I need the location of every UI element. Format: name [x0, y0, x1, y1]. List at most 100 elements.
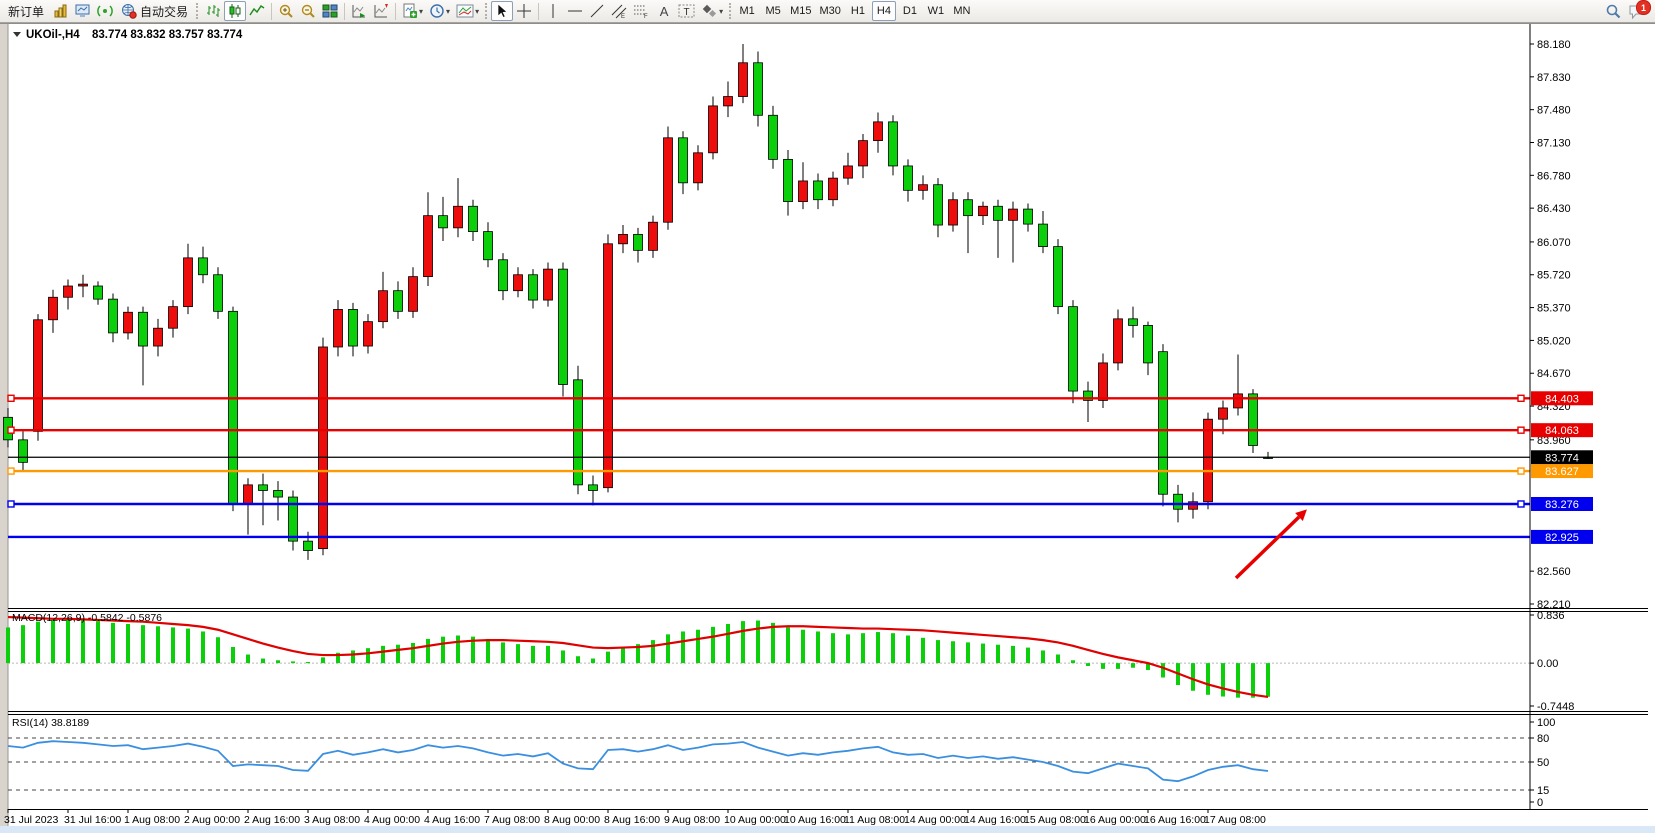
annotation-arrow[interactable] — [1234, 509, 1307, 580]
candle — [273, 481, 283, 521]
horizontal-line-button[interactable] — [564, 1, 586, 21]
timeframe-m15-button[interactable]: M15 — [787, 1, 814, 21]
line-handle[interactable] — [1517, 500, 1525, 508]
line-handle[interactable] — [1517, 426, 1525, 434]
chart-menu-icon[interactable] — [13, 32, 21, 37]
timeframe-w1-button[interactable]: W1 — [924, 1, 948, 21]
auto-scroll-button[interactable] — [348, 1, 370, 21]
new-chart-button[interactable] — [50, 1, 72, 21]
line-handle[interactable] — [7, 394, 15, 402]
candle — [288, 490, 298, 551]
auto-trading-button[interactable]: 自动交易 — [116, 1, 193, 21]
candle — [453, 178, 463, 238]
candle — [318, 337, 328, 556]
svg-text:17 Aug 08:00: 17 Aug 08:00 — [1204, 814, 1266, 826]
candle — [498, 253, 508, 301]
fibonacci-button[interactable]: F — [630, 1, 653, 21]
candle — [738, 44, 748, 104]
candle — [1053, 239, 1063, 315]
timeframe-m5-button[interactable]: M5 — [761, 1, 785, 21]
candlestick-chart-button[interactable] — [224, 1, 247, 21]
channel-button[interactable]: E — [608, 1, 630, 21]
candle — [93, 281, 103, 305]
line-handle[interactable] — [7, 467, 15, 475]
dropdown-arrow-icon: ▾ — [719, 6, 724, 16]
candle — [333, 300, 343, 357]
timeframe-m30-button[interactable]: M30 — [817, 1, 844, 21]
timeframe-m1-button[interactable]: M1 — [735, 1, 759, 21]
comments-button[interactable]: 1 — [1625, 0, 1651, 21]
timeframe-mn-button[interactable]: MN — [950, 1, 974, 21]
horizontal-line-84.403[interactable] — [7, 394, 1530, 402]
crosshair-button[interactable] — [513, 1, 535, 21]
label-button[interactable]: T — [675, 1, 698, 21]
timeframe-h1-button[interactable]: H1 — [846, 1, 870, 21]
candle — [618, 225, 628, 254]
toolbar-grip — [196, 3, 199, 19]
svg-text:-0.7448: -0.7448 — [1537, 701, 1574, 713]
candle — [828, 171, 838, 207]
line-chart-button[interactable] — [246, 1, 268, 21]
candle — [948, 192, 958, 232]
candle — [228, 306, 238, 512]
toolbar-grip — [729, 3, 732, 19]
svg-text:2 Aug 16:00: 2 Aug 16:00 — [244, 814, 300, 826]
candle — [63, 279, 73, 310]
candle — [48, 289, 58, 333]
chart-surface[interactable]: 88.180 87.830 87.480 87.130 86.780 86.430 86.0… — [0, 23, 1655, 833]
candle — [123, 306, 133, 340]
line-handle[interactable] — [7, 500, 15, 508]
tile-windows-button[interactable] — [319, 1, 341, 21]
time-axis[interactable]: 31 Jul 2023 31 Jul 16:00 1 Aug 08:00 2 Aug … — [4, 809, 1266, 826]
chart-shift-button[interactable] — [370, 1, 392, 21]
candle — [213, 267, 223, 319]
candles — [3, 44, 1273, 560]
cursor-button[interactable] — [491, 1, 514, 21]
candle — [783, 149, 793, 216]
line-handle[interactable] — [1517, 394, 1525, 402]
svg-text:8 Aug 16:00: 8 Aug 16:00 — [604, 814, 660, 826]
new-order-button[interactable]: 新订单 — [2, 1, 50, 21]
text-button[interactable]: A — [653, 1, 675, 21]
svg-text:87.130: 87.130 — [1537, 137, 1571, 149]
signals-button[interactable] — [94, 1, 116, 21]
candle — [1248, 389, 1258, 453]
line-handle[interactable] — [1517, 467, 1525, 475]
candle — [513, 267, 523, 298]
vertical-line-button[interactable] — [542, 1, 564, 21]
horizontal-line-83.627[interactable] — [7, 467, 1530, 475]
candle — [633, 227, 643, 263]
svg-text:85.720: 85.720 — [1537, 270, 1571, 282]
svg-text:14 Aug 16:00: 14 Aug 16:00 — [964, 814, 1026, 826]
timeframe-h4-button[interactable]: H4 — [871, 1, 896, 21]
line-handle[interactable] — [7, 426, 15, 434]
candle — [1008, 201, 1018, 263]
candle — [1113, 309, 1123, 371]
periods-button[interactable]: ▾ — [426, 1, 453, 21]
svg-text:31 Jul 2023: 31 Jul 2023 — [4, 814, 58, 826]
candle — [468, 199, 478, 241]
horizontal-line-83.276[interactable] — [7, 500, 1530, 508]
text-tool-label: A — [659, 3, 669, 19]
templates-button[interactable]: ▾ — [453, 1, 482, 21]
gold-chart-icon — [54, 4, 67, 18]
bar-chart-button[interactable] — [202, 1, 224, 21]
zoom-in-button[interactable] — [275, 1, 297, 21]
zoom-out-icon — [301, 4, 315, 18]
market-watch-button[interactable] — [72, 1, 94, 21]
svg-text:83.960: 83.960 — [1537, 435, 1571, 447]
toolbar-separator — [271, 2, 273, 20]
indicators-button[interactable]: ▾ — [399, 1, 426, 21]
search-button[interactable] — [1602, 1, 1625, 21]
arrows-button[interactable]: ▾ — [698, 1, 726, 21]
candle — [1188, 492, 1198, 519]
candle — [408, 267, 418, 318]
zoom-out-button[interactable] — [297, 1, 319, 21]
timeframe-d1-button[interactable]: D1 — [898, 1, 922, 21]
price-axis[interactable]: 88.180 87.830 87.480 87.130 86.780 86.430 86.0… — [1529, 24, 1574, 809]
candle — [1203, 412, 1213, 510]
horizontal-line-84.063[interactable] — [7, 426, 1530, 434]
candle — [1233, 354, 1243, 416]
svg-text:8 Aug 00:00: 8 Aug 00:00 — [544, 814, 600, 826]
trendline-button[interactable] — [586, 1, 608, 21]
